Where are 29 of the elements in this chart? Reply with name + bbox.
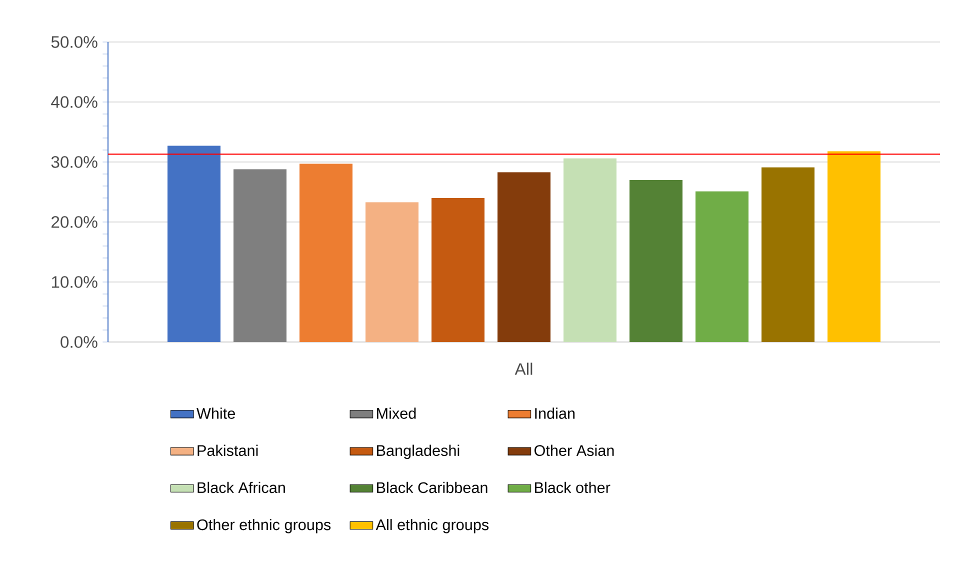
y-tick-label: 40.0%: [51, 96, 98, 108]
y-tick-label: 10.0%: [52, 276, 98, 288]
bar: [564, 158, 616, 342]
bar: [366, 202, 418, 342]
bar: [696, 191, 749, 342]
bar: [762, 167, 815, 342]
bar: [432, 198, 484, 342]
legend-label: Indian: [535, 408, 575, 419]
legend-label: Mixed: [377, 408, 416, 419]
y-tick-label: 30.0%: [51, 156, 98, 168]
legend-label: Black other: [535, 482, 610, 494]
legend-label: Pakistani: [198, 444, 258, 456]
legend-label: Other Asian: [534, 444, 614, 456]
legend-label: Black Caribbean: [377, 482, 488, 494]
legend-label: White: [196, 408, 235, 419]
bar: [300, 164, 352, 342]
legend-label: Bangladeshi: [377, 444, 460, 459]
legend-label: Other ethnic groups: [197, 518, 331, 534]
legend-label: All ethnic groups: [376, 518, 489, 534]
bar: [828, 151, 881, 342]
bar: [167, 146, 220, 342]
x-tick-label: All: [514, 362, 532, 375]
y-tick-label: 20.0%: [52, 216, 98, 228]
y-tick-label: 0.0%: [60, 336, 98, 348]
bar: [233, 169, 286, 342]
legend-label: Black African: [198, 482, 285, 494]
bar: [498, 172, 550, 342]
y-tick-label: 50.0%: [51, 36, 98, 48]
bar: [630, 180, 682, 342]
